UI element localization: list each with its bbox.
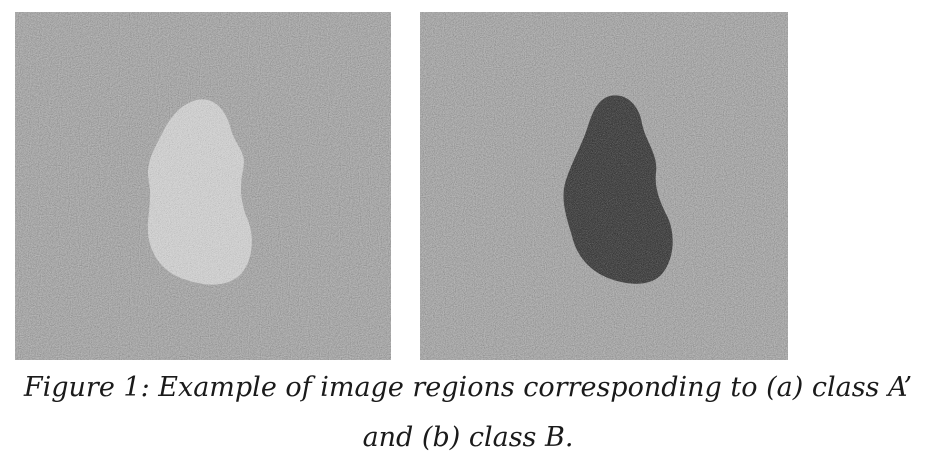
figure-caption-line-1: Figure 1: Example of image regions corre…: [23, 372, 913, 403]
noise-image-b: [420, 12, 788, 360]
image-panel-b: [420, 12, 788, 360]
noise-image-a: [15, 12, 391, 360]
figure-caption-line-2: and (b) class B.: [362, 422, 574, 453]
image-panel-a: [15, 12, 391, 360]
